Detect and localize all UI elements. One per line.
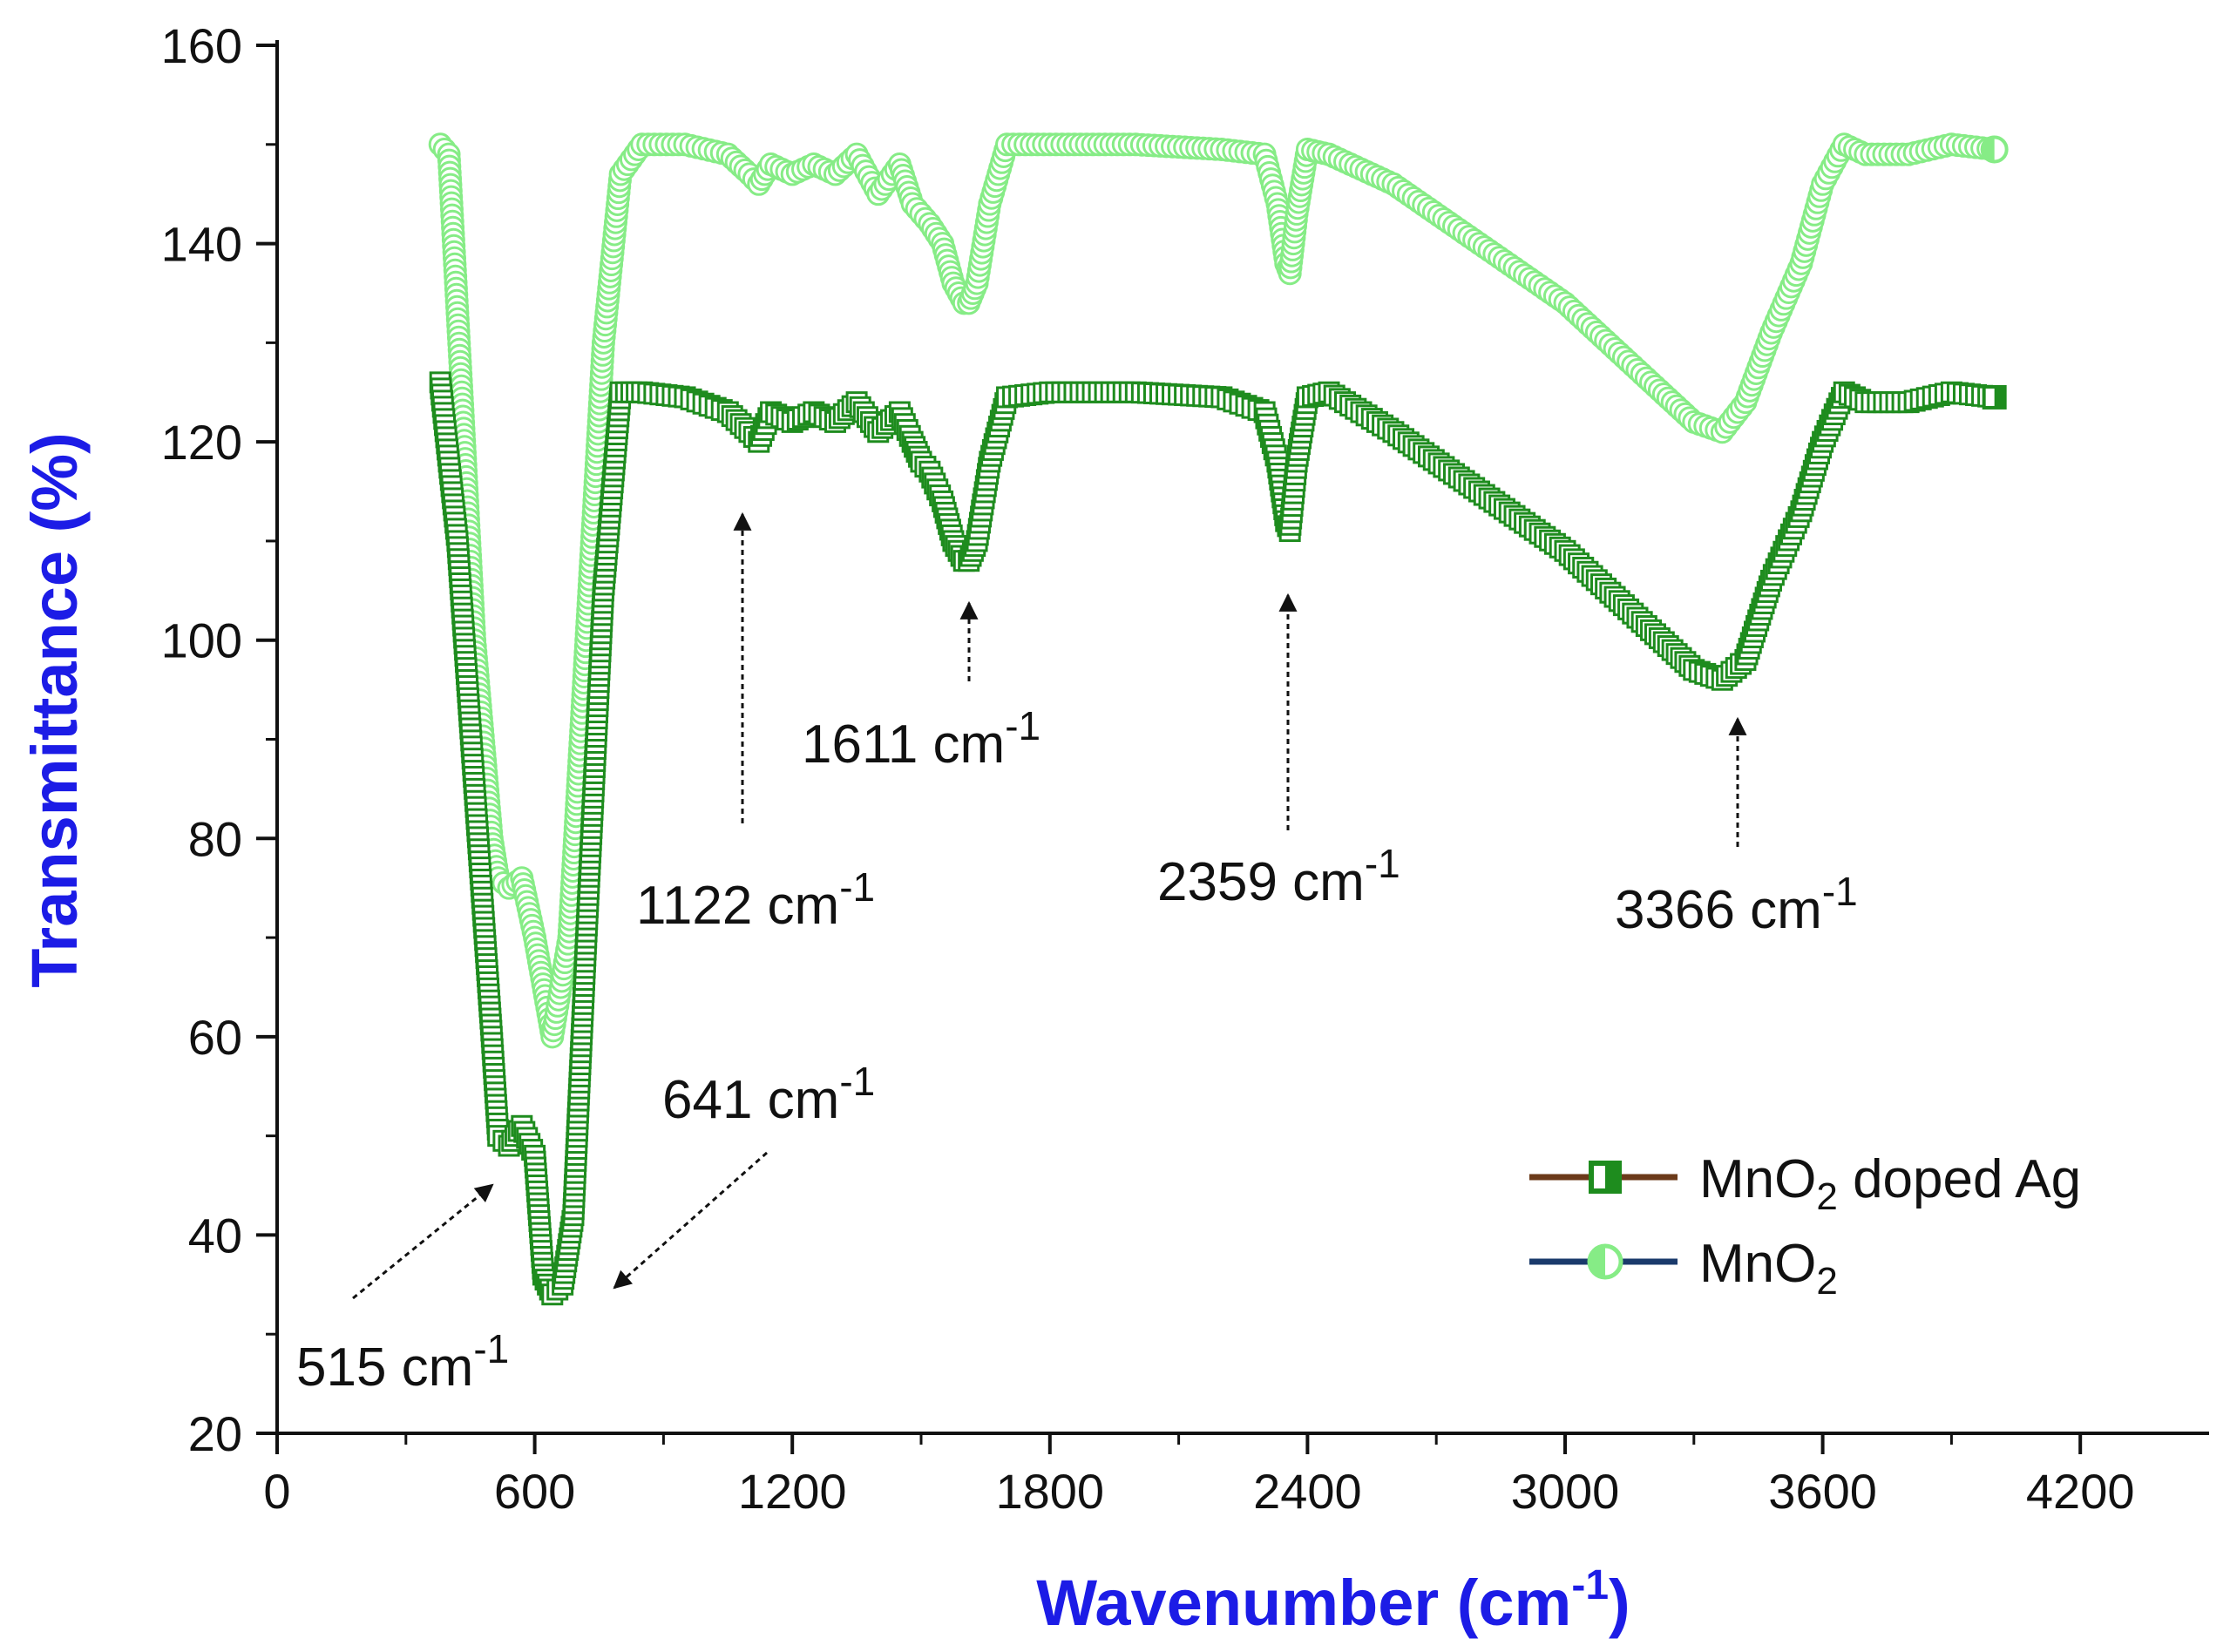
series-layer (428, 132, 2009, 1306)
legend-marker-half-icon (1605, 1163, 1619, 1191)
legend-marker-half-icon (1589, 1246, 1605, 1277)
annotation-1122: 1122 cm-1 (636, 511, 875, 936)
x-tick-label: 1800 (996, 1464, 1105, 1519)
annotation-2359: 2359 cm-1 (1157, 592, 1400, 912)
annotation-arrow (613, 1151, 768, 1290)
y-tick-label: 20 (188, 1406, 242, 1461)
y-tick-label: 80 (188, 811, 242, 866)
legend-entry-mno2: MnO2 (1529, 1234, 1838, 1303)
y-tick-label: 120 (161, 415, 242, 470)
annotation-label: 2359 cm-1 (1157, 841, 1400, 912)
axis-layer: 20 40 60 80 100 120 140 160 0 600 1200 1800 2400 3000… (161, 18, 2209, 1519)
y-tick-label: 140 (161, 217, 242, 272)
annotation-layer: 515 cm-1 641 cm-1 1122 cm-1 1611 cm-1 2359 c… (296, 511, 1858, 1398)
y-tick-label: 160 (161, 18, 242, 73)
annotation-641: 641 cm-1 (613, 1059, 875, 1290)
annotation-label: 3366 cm-1 (1615, 869, 1858, 940)
legend: MnO2 doped Ag MnO2 (1529, 1149, 2081, 1303)
x-tick-label: 600 (494, 1464, 575, 1519)
x-tick-label: 4200 (2026, 1464, 2135, 1519)
annotation-1611: 1611 cm-1 (802, 600, 1040, 775)
y-tick-label: 100 (161, 613, 242, 668)
annotation-label: 515 cm-1 (296, 1326, 509, 1398)
annotation-515: 515 cm-1 (296, 1183, 509, 1398)
annotation-label: 641 cm-1 (662, 1059, 875, 1130)
y-tick-label: 40 (188, 1208, 242, 1263)
x-tick-label: 0 (263, 1464, 290, 1519)
annotation-arrow (352, 1183, 494, 1300)
x-axis-title: Wavenumber (cm-1) (1036, 1562, 1630, 1639)
annotation-label: 1611 cm-1 (802, 703, 1040, 775)
series-mno2-doped-ag (429, 371, 2007, 1306)
annotation-3366: 3366 cm-1 (1615, 716, 1858, 940)
y-axis-title: Transmittance (%) (18, 432, 91, 987)
legend-label-mno2: MnO2 (1699, 1234, 1838, 1303)
x-tick-label: 1200 (738, 1464, 847, 1519)
annotation-label: 1122 cm-1 (636, 864, 875, 936)
x-tick-label: 3600 (1768, 1464, 1877, 1519)
legend-label-mno2-doped-ag: MnO2 doped Ag (1699, 1149, 2081, 1218)
legend-entry-mno2-doped-ag: MnO2 doped Ag (1529, 1149, 2081, 1218)
x-tick-label: 3000 (1511, 1464, 1620, 1519)
data-point-half (1982, 137, 1995, 162)
y-tick-label: 60 (188, 1010, 242, 1065)
x-tick-label: 2400 (1253, 1464, 1362, 1519)
data-point-half (1994, 386, 2005, 408)
